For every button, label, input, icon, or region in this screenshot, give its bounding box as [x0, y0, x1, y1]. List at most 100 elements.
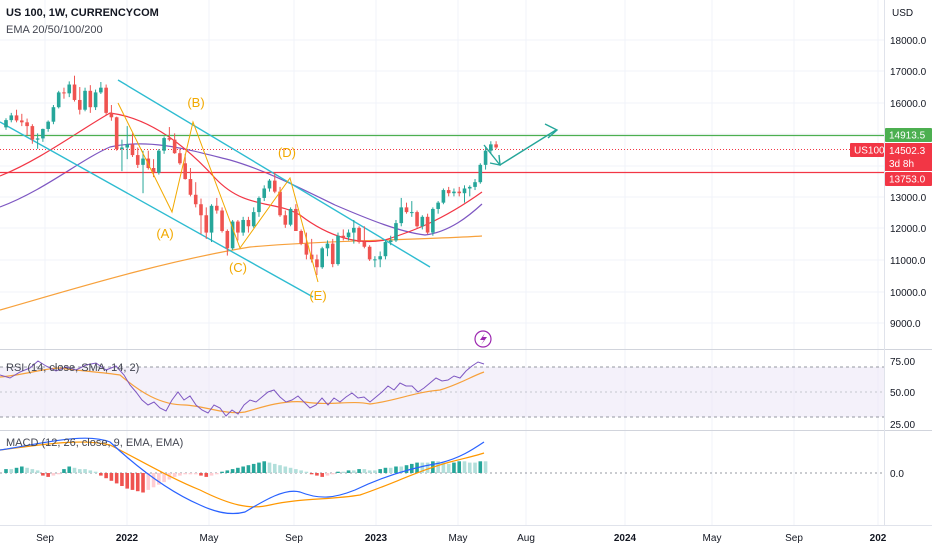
candle[interactable]	[330, 238, 335, 268]
candle[interactable]	[336, 232, 340, 266]
candle[interactable]	[209, 204, 214, 243]
candle[interactable]	[99, 82, 103, 94]
candle[interactable]	[483, 147, 488, 170]
candle[interactable]	[114, 116, 119, 151]
candle[interactable]	[257, 196, 261, 217]
candle[interactable]	[473, 179, 477, 191]
candle[interactable]	[478, 163, 483, 184]
candle[interactable]	[183, 153, 187, 180]
flash-icon[interactable]	[474, 330, 492, 348]
candle[interactable]	[346, 229, 351, 241]
candle[interactable]	[204, 207, 209, 239]
candle[interactable]	[125, 126, 130, 160]
candle[interactable]	[367, 245, 372, 261]
candle[interactable]	[46, 120, 50, 132]
candle[interactable]	[4, 118, 8, 130]
candle[interactable]	[104, 84, 108, 116]
candle[interactable]	[14, 109, 19, 123]
candle[interactable]	[457, 186, 462, 197]
candle[interactable]	[20, 113, 24, 127]
macd-histogram-bar	[193, 473, 198, 475]
candle[interactable]	[262, 185, 267, 202]
candle[interactable]	[167, 127, 172, 142]
candle[interactable]	[251, 207, 256, 228]
candle[interactable]	[77, 87, 82, 115]
candle[interactable]	[272, 172, 277, 194]
candle[interactable]	[304, 232, 309, 260]
candle[interactable]	[30, 124, 35, 144]
candle[interactable]	[220, 207, 224, 233]
candle[interactable]	[394, 219, 398, 243]
candle[interactable]	[120, 139, 124, 172]
candle[interactable]	[230, 219, 235, 250]
candle[interactable]	[467, 185, 472, 197]
candle[interactable]	[362, 226, 367, 249]
candle[interactable]	[352, 219, 356, 244]
candle[interactable]	[41, 128, 45, 142]
candle[interactable]	[83, 87, 87, 112]
candle[interactable]	[462, 185, 467, 203]
candle[interactable]	[178, 149, 182, 165]
candle[interactable]	[283, 210, 288, 228]
candle[interactable]	[130, 133, 135, 157]
candle[interactable]	[62, 87, 66, 99]
candle[interactable]	[109, 105, 114, 121]
candle[interactable]	[135, 147, 140, 169]
candle[interactable]	[373, 256, 377, 268]
candle[interactable]	[9, 112, 14, 123]
candle[interactable]	[267, 179, 272, 192]
candle[interactable]	[388, 235, 393, 246]
candle[interactable]	[383, 240, 388, 260]
candle[interactable]	[378, 251, 382, 268]
channel-upper-line[interactable]	[117, 79, 431, 268]
candle[interactable]	[320, 246, 324, 269]
candle[interactable]	[404, 202, 409, 214]
candle[interactable]	[193, 182, 198, 208]
candle[interactable]	[357, 226, 361, 244]
candle[interactable]	[441, 188, 446, 205]
candle[interactable]	[88, 85, 93, 113]
candle[interactable]	[341, 229, 346, 241]
candle[interactable]	[93, 89, 98, 111]
candle[interactable]	[325, 240, 330, 257]
candle[interactable]	[425, 213, 430, 235]
candle[interactable]	[294, 204, 298, 232]
candle[interactable]	[246, 216, 251, 233]
candle[interactable]	[299, 229, 303, 246]
candle[interactable]	[236, 219, 240, 241]
candle[interactable]	[241, 216, 245, 236]
candle[interactable]	[446, 186, 451, 197]
candle[interactable]	[72, 75, 77, 102]
projection-arrow[interactable]	[483, 123, 559, 166]
macd-histogram-bar	[162, 473, 166, 483]
candle[interactable]	[35, 133, 40, 149]
candle[interactable]	[489, 141, 493, 154]
candle[interactable]	[162, 136, 166, 154]
price-tick: 11000.0	[890, 256, 926, 267]
candle[interactable]	[56, 90, 61, 109]
candle[interactable]	[215, 197, 219, 214]
candle[interactable]	[315, 254, 319, 276]
candle[interactable]	[494, 141, 498, 150]
candle[interactable]	[157, 149, 161, 175]
candle[interactable]	[188, 168, 193, 197]
candle[interactable]	[141, 150, 145, 194]
candle[interactable]	[415, 210, 419, 228]
candle[interactable]	[436, 201, 440, 214]
candle[interactable]	[172, 133, 177, 154]
candle[interactable]	[51, 105, 56, 125]
candle[interactable]	[409, 201, 414, 217]
candle[interactable]	[431, 207, 435, 236]
candle-body	[483, 150, 488, 165]
candle[interactable]	[399, 197, 404, 227]
candle[interactable]	[452, 188, 456, 197]
candle[interactable]	[225, 229, 230, 256]
candle[interactable]	[67, 81, 72, 98]
candle[interactable]	[25, 118, 29, 136]
candle[interactable]	[420, 215, 425, 230]
candle-body	[104, 87, 108, 113]
channel-lower-line[interactable]	[0, 121, 314, 298]
candle[interactable]	[199, 198, 203, 235]
candle[interactable]	[288, 207, 293, 227]
